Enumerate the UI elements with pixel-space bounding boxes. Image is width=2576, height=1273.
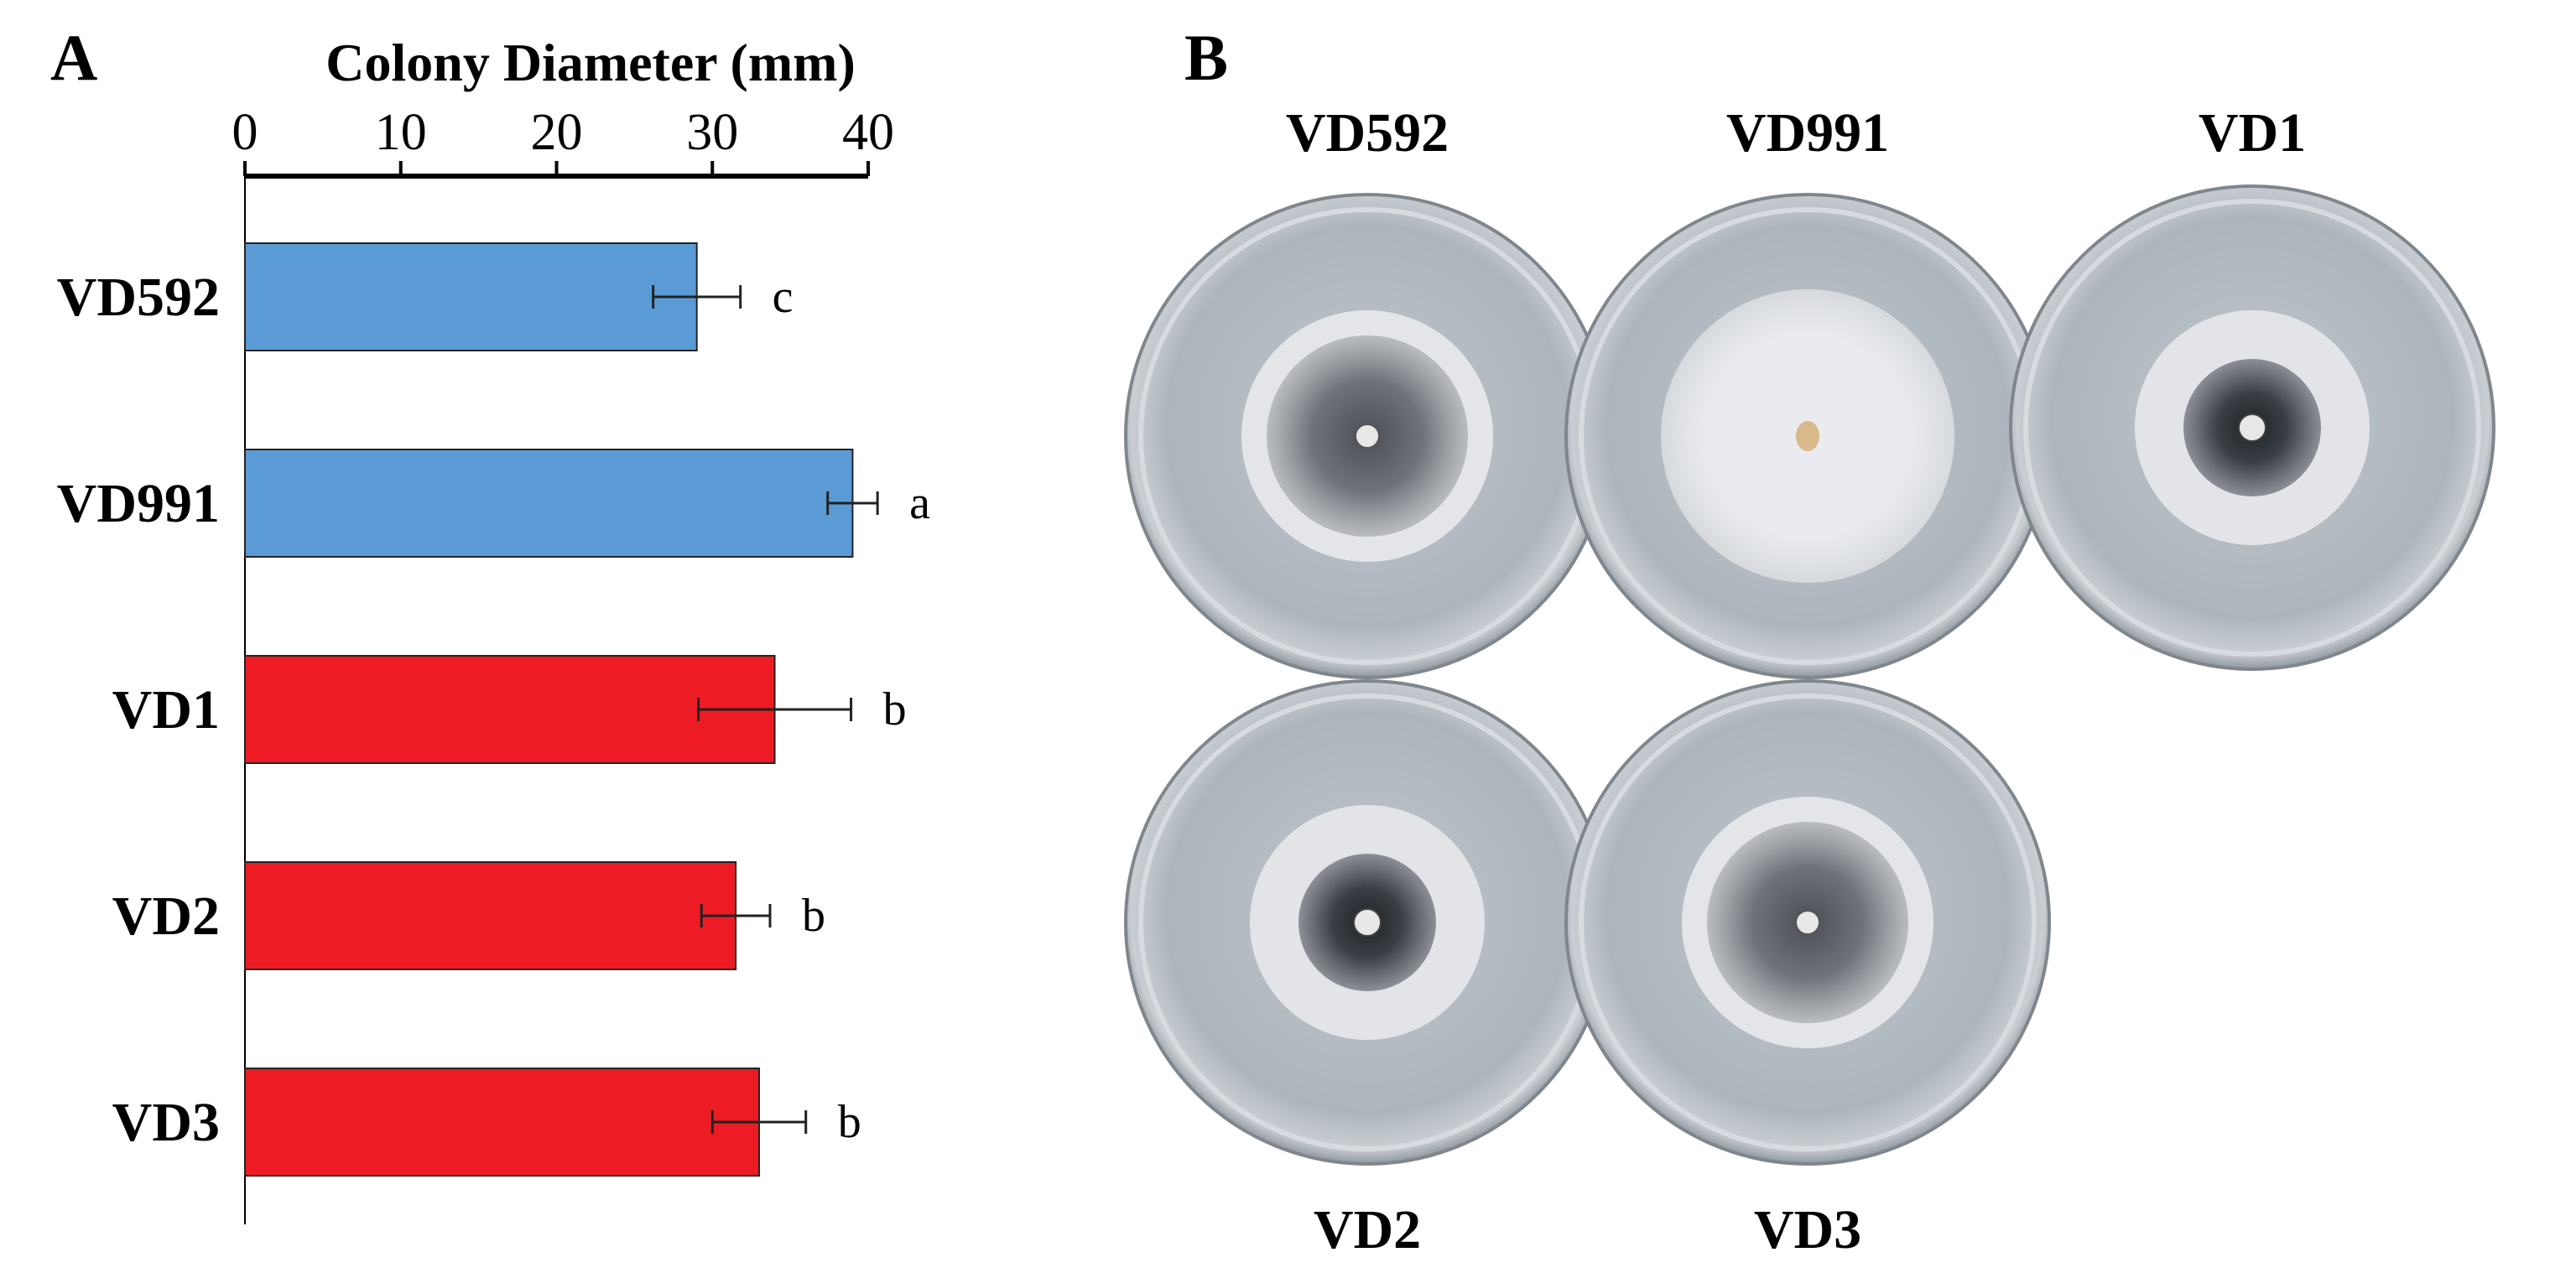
bar-chart: Colony Diameter (mm) 0 10 20 30 40 c a b b b VD5… [57, 33, 930, 1224]
error-bars [652, 285, 879, 1134]
x-tick-label: 20 [531, 104, 583, 161]
category-label: VD2 [112, 886, 220, 947]
plate-vd1: VD1 [2009, 102, 2495, 671]
bar-vd2 [244, 861, 737, 970]
significance-labels: c a b b b [773, 271, 930, 1148]
bar-vd592 [244, 242, 698, 351]
plate-label: VD1 [2199, 102, 2306, 164]
plate-vd3: VD3 [1564, 679, 2051, 1260]
x-tick-label: 30 [686, 104, 738, 161]
panel-b-label: B [1184, 21, 1228, 94]
plate-label: VD592 [1286, 102, 1449, 164]
inoculum [1355, 423, 1380, 449]
x-tick-labels: 0 10 20 30 40 [232, 104, 895, 161]
plate-vd2: VD2 [1124, 679, 1611, 1260]
dish-rim [2023, 199, 2481, 657]
plate-vd592: VD592 [1124, 102, 1611, 679]
plate-label: VD991 [1726, 102, 1889, 164]
x-tick-label: 0 [232, 104, 258, 161]
category-label: VD1 [112, 679, 220, 740]
significance-letter: b [838, 1096, 861, 1148]
bar-vd991 [244, 449, 854, 558]
inoculum [1795, 910, 1820, 935]
plate-label: VD2 [1314, 1199, 1421, 1260]
x-axis-title: Colony Diameter (mm) [325, 33, 856, 92]
panel-a-label: A [50, 21, 97, 94]
x-tick-label: 40 [842, 104, 894, 161]
y-category-labels: VD592 VD991 VD1 VD2 VD3 [57, 267, 220, 1153]
significance-letter: c [773, 271, 794, 323]
significance-letter: b [802, 890, 825, 942]
category-label: VD3 [112, 1092, 220, 1153]
dish-rim [1579, 694, 2037, 1151]
inoculum [1353, 908, 1382, 937]
inoculum [2238, 413, 2266, 442]
x-tick-label: 10 [375, 104, 427, 161]
bar-vd3 [244, 1068, 760, 1177]
bar-vd1 [244, 655, 776, 764]
inoculum [1796, 421, 1819, 451]
plate-label: VD3 [1754, 1199, 1861, 1260]
category-label: VD991 [57, 473, 220, 534]
bars [244, 242, 854, 1177]
plate-photos: VD592 VD991 VD1 VD2 VD3 [1124, 102, 2495, 1260]
significance-letter: b [883, 683, 907, 735]
category-label: VD592 [57, 267, 220, 328]
plate-vd991: VD991 [1564, 102, 2051, 679]
significance-letter: a [909, 477, 930, 529]
